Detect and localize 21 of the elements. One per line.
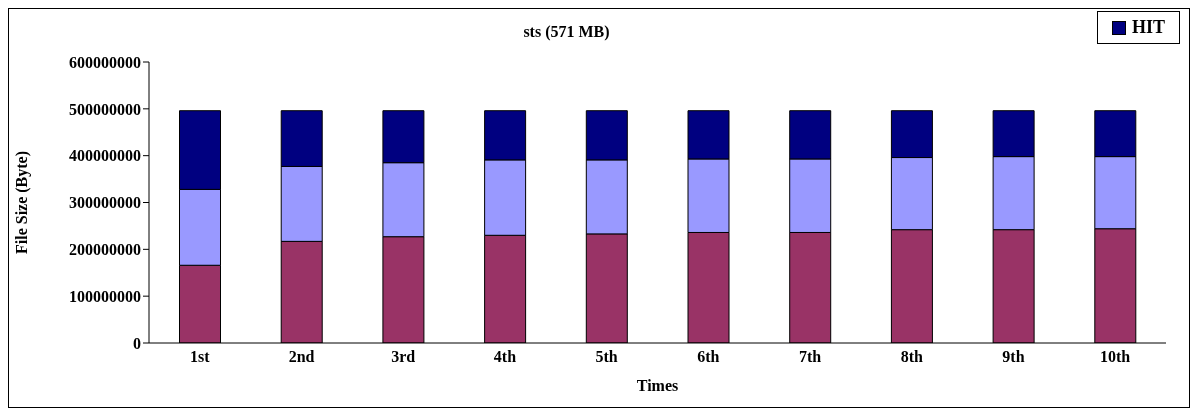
y-tick-label: 200000000 — [69, 241, 141, 259]
y-tick-label: 600000000 — [69, 53, 141, 71]
x-tick-label: 2nd — [288, 348, 315, 366]
y-tick-label: 0 — [133, 334, 141, 352]
y-axis-title: File Size (Byte) — [12, 150, 31, 255]
x-tick-label: 5th — [595, 348, 618, 366]
x-tick-label: 7th — [798, 348, 822, 366]
x-tick-label: 3rd — [391, 348, 416, 366]
x-tick-label: 6th — [697, 348, 720, 366]
y-tick-label: 500000000 — [69, 100, 141, 118]
x-tick-label: 9th — [1002, 348, 1025, 366]
x-axis-title: Times — [636, 377, 679, 394]
legend-label: HIT — [1131, 17, 1165, 38]
y-tick-label: 300000000 — [69, 194, 141, 212]
y-tick-label: 400000000 — [69, 147, 141, 165]
y-tick-label: 100000000 — [69, 287, 141, 305]
x-tick-label: 4th — [493, 348, 517, 366]
x-tick-label: 8th — [900, 348, 923, 366]
x-tick-label: 10th — [1100, 348, 1131, 366]
x-tick-label: 1st — [190, 348, 211, 366]
chart-title: sts (571 MB) — [522, 23, 611, 41]
